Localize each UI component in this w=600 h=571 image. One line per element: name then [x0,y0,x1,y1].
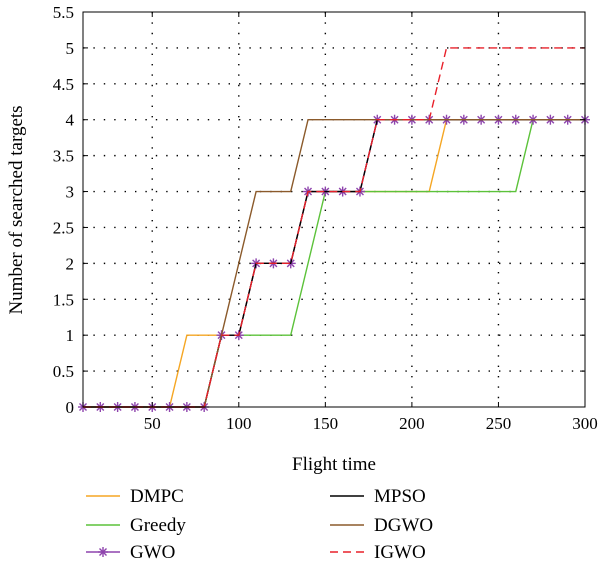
y-axis-ticks: 0 0.5 1 1.5 2 2.5 3 3.5 4 4.5 5 5.5 [53,3,585,417]
x-tick-label: 300 [572,414,598,433]
legend-item-greedy: Greedy [86,515,186,536]
legend: DMPC Greedy GWO MPSO DGWO IGWO [86,486,433,563]
y-tick-label: 5 [66,39,75,58]
y-tick-label: 1 [66,326,75,345]
x-tick-label: 200 [399,414,425,433]
y-tick-label: 1.5 [53,290,74,309]
legend-item-igwo: IGWO [330,542,426,563]
y-tick-label: 3 [66,183,75,202]
x-tick-label: 100 [226,414,252,433]
legend-label: DGWO [374,515,433,536]
y-axis-label: Number of searched targets [6,105,27,314]
legend-item-dgwo: DGWO [330,515,433,536]
y-tick-label: 5.5 [53,3,74,22]
series-lines [78,47,590,412]
legend-label: Greedy [130,515,186,536]
y-tick-label: 0.5 [53,362,74,381]
series-line-igwo [83,47,585,408]
legend-item-gwo: GWO [86,542,175,563]
legend-label: IGWO [374,542,426,563]
x-tick-label: 250 [486,414,512,433]
x-tick-label: 150 [313,414,339,433]
data-point [98,547,108,557]
x-axis-ticks: 50 100 150 200 250 300 [144,12,598,433]
legend-item-dmpc: DMPC [86,486,184,507]
y-tick-label: 4 [66,111,75,130]
y-tick-label: 2.5 [53,218,74,237]
grid [83,12,585,407]
legend-item-mpso: MPSO [330,486,426,507]
y-tick-label: 3.5 [53,147,74,166]
y-tick-label: 2 [66,254,75,273]
plot-frame [82,11,586,408]
legend-label: MPSO [374,486,426,507]
legend-label: DMPC [130,486,184,507]
x-axis-label: Flight time [292,454,376,475]
y-tick-label: 4.5 [53,75,74,94]
y-tick-label: 0 [66,398,75,417]
x-tick-label: 50 [144,414,161,433]
legend-label: GWO [130,542,175,563]
